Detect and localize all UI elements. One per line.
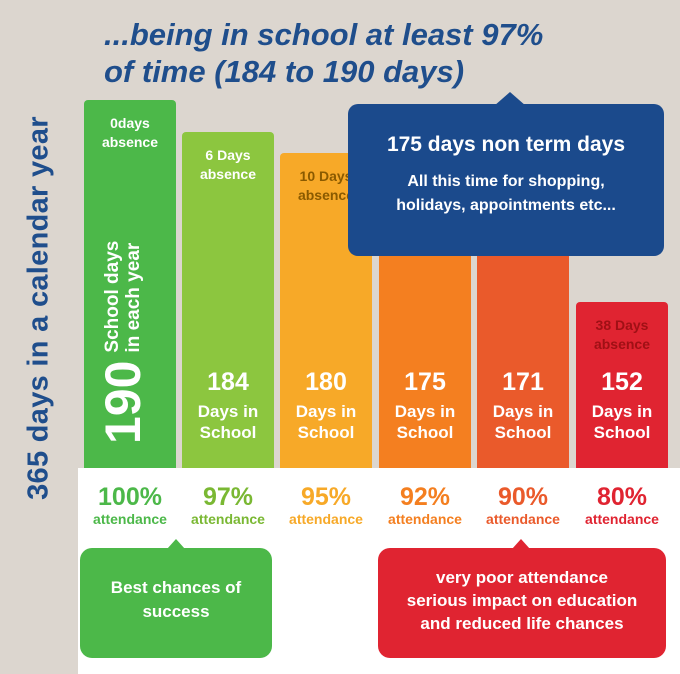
absence-label: 6 Days absence [182, 146, 274, 184]
days-in-line: Days in [394, 401, 456, 421]
poor-attendance-box: very poor attendance serious impact on e… [378, 548, 666, 658]
days-in-school-label: Days in School [182, 401, 274, 443]
days-in-school-label: Days in School [576, 401, 668, 443]
poor-box-pointer [512, 539, 530, 549]
absence-word: absence [101, 134, 159, 150]
headline-line-2: of time (184 to 190 days) [104, 54, 465, 89]
bar-value: 171 [502, 368, 544, 396]
attendance-percent: 90% [497, 483, 549, 511]
absence-label: 38 Days absence [576, 316, 668, 354]
side-axis-label: 365 days in a calendar year [22, 116, 55, 500]
best-chances-line-1: Best chances of [110, 578, 242, 597]
days-in-line: Days in [591, 402, 653, 421]
attendance-percent: 100% [98, 483, 162, 511]
attendance-100pct: 100% attendance [80, 484, 180, 528]
absence-label: 0days absence [84, 114, 176, 152]
attendance-word: attendance [191, 511, 265, 527]
bar-80pct: 38 Days absence 152 Days in School [576, 302, 668, 468]
school-days-line-2: in each year [123, 242, 144, 353]
poor-attendance-line-2: serious impact on education [406, 591, 638, 610]
poor-attendance-line-1: very poor attendance [436, 568, 608, 587]
attendance-percent: 97% [202, 483, 254, 511]
attendance-word: attendance [486, 511, 560, 527]
callout-body: All this time for shopping, holidays, ap… [348, 170, 664, 218]
best-chances-line-2: success [142, 602, 210, 621]
days-in-line: Days in [295, 401, 357, 421]
days-in-line: Days in [492, 402, 554, 421]
baseline-divider [78, 468, 680, 474]
attendance-95pct: 95% attendance [276, 484, 376, 528]
school-line: School [593, 423, 651, 442]
attendance-90pct: 90% attendance [473, 484, 573, 528]
days-in-line: Days in [197, 401, 259, 421]
days-in-school-label: Days in School [477, 401, 569, 443]
attendance-word: attendance [388, 511, 462, 527]
poor-attendance-line-3: and reduced life chances [420, 614, 624, 633]
attendance-word: attendance [93, 511, 167, 527]
bar-100pct: 0days absence 190 School days in each year [84, 100, 176, 468]
good-box-pointer [167, 539, 185, 549]
school-days-text: School days in each year [102, 241, 144, 353]
attendance-percent: 92% [399, 483, 451, 511]
side-band [0, 0, 78, 674]
absence-label: 10 Days absence [280, 167, 372, 205]
school-days-line-1: School days [102, 240, 123, 353]
bar-value: 190 [95, 360, 151, 444]
days-in-school-label: Days in School [379, 401, 471, 443]
bar-97pct: 6 Days absence 184 Days in School [182, 131, 274, 468]
attendance-97pct: 97% attendance [178, 484, 278, 528]
callout-title: 175 days non term days [386, 133, 626, 156]
headline-line-1: ...being in school at least 97% [104, 17, 544, 52]
attendance-80pct: 80% attendance [572, 484, 672, 528]
best-chances-box: Best chances of success [80, 548, 272, 658]
absence-count: 38 Days [595, 317, 649, 333]
callout-body-line-2: holidays, appointments etc... [396, 197, 616, 214]
absence-word: absence [297, 187, 355, 204]
callout-body-line-1: All this time for shopping, [407, 173, 605, 190]
absence-word: absence [593, 336, 651, 352]
bar-value: 180 [305, 367, 347, 396]
non-term-days-callout: 175 days non term days All this time for… [348, 104, 664, 256]
school-line: School [199, 422, 257, 442]
absence-count: 6 Days [205, 146, 251, 163]
attendance-92pct: 92% attendance [375, 484, 475, 528]
school-line: School [396, 422, 454, 442]
school-days-rotated-label: 190 School days in each year [95, 241, 151, 444]
absence-count: 10 Days [299, 168, 353, 185]
bar-value: 175 [404, 367, 446, 396]
attendance-word: attendance [289, 511, 363, 527]
school-line: School [297, 422, 355, 442]
callout-pointer [494, 92, 526, 106]
attendance-percent: 80% [596, 483, 648, 511]
bar-value: 184 [207, 367, 249, 396]
headline: ...being in school at least 97% of time … [104, 16, 664, 90]
attendance-percent: 95% [300, 483, 352, 511]
absence-count: 0days [110, 115, 150, 131]
bar-value: 152 [601, 368, 643, 396]
school-line: School [494, 423, 552, 442]
attendance-word: attendance [585, 511, 659, 527]
days-in-school-label: Days in School [280, 401, 372, 443]
absence-word: absence [199, 165, 257, 182]
